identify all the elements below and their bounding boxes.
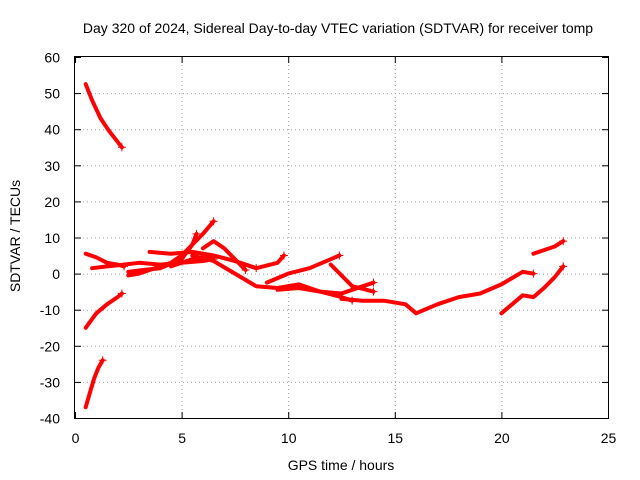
- series-arc-9: [168, 253, 286, 271]
- y-tick-label: -30: [40, 374, 60, 390]
- series-arc-14-end-marker: [369, 287, 378, 296]
- series-arc-12: [264, 253, 342, 285]
- y-tick-label: 0: [52, 266, 60, 282]
- y-tick-label: 10: [44, 230, 60, 246]
- series-arc-15-end-marker: [529, 269, 538, 278]
- series-arc-11-end-marker: [241, 265, 250, 274]
- grid: [75, 57, 608, 418]
- axis-ticks: [75, 57, 609, 419]
- y-tick-label: -10: [40, 302, 60, 318]
- series-arc-14: [328, 262, 376, 294]
- series-arc-1: [83, 82, 124, 150]
- series-arc-6-end-marker: [209, 217, 218, 226]
- y-tick-label: -20: [40, 338, 60, 354]
- series-arc-16-end-marker: [559, 262, 568, 271]
- plot-frame: [74, 56, 609, 419]
- series-arc-15: [339, 269, 536, 316]
- y-tick-label: 30: [44, 158, 60, 174]
- x-tick-label: 5: [178, 430, 186, 446]
- series-arc-2: [83, 358, 105, 410]
- series-arc-13-end-marker: [369, 278, 378, 287]
- series-arc-17-end-marker: [559, 237, 568, 246]
- y-tick-labels: -40 -30 -20 -10 0 10 20 30 40 50 60: [40, 50, 60, 427]
- y-tick-label: 20: [44, 194, 60, 210]
- series-arc-17: [531, 239, 566, 256]
- series-arc-11: [200, 239, 248, 272]
- y-tick-label: 50: [44, 86, 60, 102]
- y-axis-label: SDTVAR / TECUs: [7, 180, 23, 292]
- x-tick-label: 25: [601, 430, 617, 446]
- y-tick-label: -40: [40, 411, 60, 427]
- series-arc-13: [275, 280, 376, 296]
- series-arc-3: [83, 291, 124, 330]
- series-arc-7-end-marker: [192, 229, 201, 238]
- y-tick-label: 40: [44, 122, 60, 138]
- x-tick-label: 0: [72, 430, 80, 446]
- series-arc-5: [90, 257, 216, 271]
- data-series: [83, 82, 568, 410]
- series-arc-9-end-marker: [279, 251, 288, 260]
- x-tick-label: 20: [494, 430, 510, 446]
- x-tick-label: 10: [281, 430, 297, 446]
- x-axis-label: GPS time / hours: [288, 457, 395, 473]
- y-tick-label: 60: [44, 50, 60, 66]
- series-arc-2-end-marker: [98, 356, 107, 365]
- x-tick-labels: 0 5 10 15 20 25: [72, 430, 617, 446]
- chart-title: Day 320 of 2024, Sidereal Day-to-day VTE…: [83, 20, 593, 36]
- series-arc-12-end-marker: [335, 251, 344, 260]
- x-tick-label: 15: [388, 430, 404, 446]
- series-arc-3-end-marker: [117, 289, 126, 298]
- series-arc-1-end-marker: [117, 143, 126, 152]
- series-arc-16: [499, 264, 566, 316]
- series-arc-7: [126, 231, 199, 274]
